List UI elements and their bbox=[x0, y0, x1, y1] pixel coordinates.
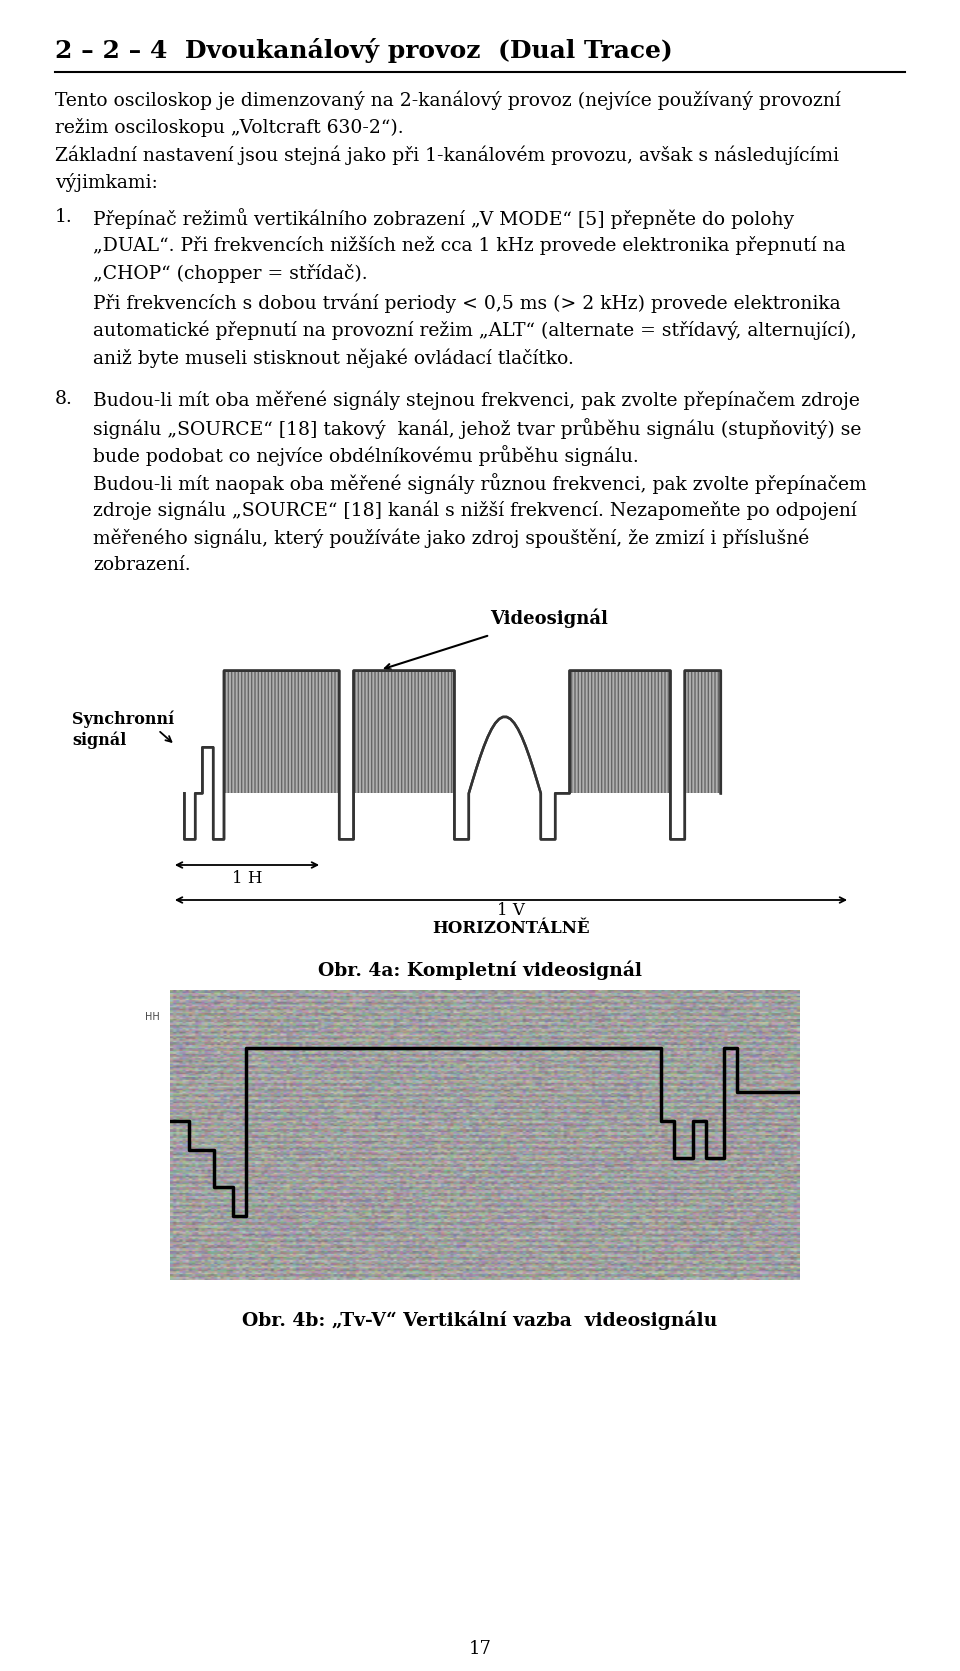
Text: bude podobat co nejvíce obdélníkovému průběhu signálu.: bude podobat co nejvíce obdélníkovému pr… bbox=[93, 444, 638, 466]
Text: 1.: 1. bbox=[55, 209, 73, 226]
Text: Budou-li mít oba měřené signály stejnou frekvenci, pak zvolte přepínačem zdroje: Budou-li mít oba měřené signály stejnou … bbox=[93, 389, 860, 409]
Text: 8.: 8. bbox=[55, 389, 73, 408]
Text: Obr. 4a: Kompletní videosignál: Obr. 4a: Kompletní videosignál bbox=[318, 961, 642, 979]
Text: režim osciloskopu „Voltcraft 630-2“).: režim osciloskopu „Voltcraft 630-2“). bbox=[55, 117, 403, 137]
Text: signálu „SOURCE“ [18] takový  kanál, jehož tvar průběhu signálu (stupňovitý) se: signálu „SOURCE“ [18] takový kanál, jeho… bbox=[93, 418, 861, 438]
Text: 1 H: 1 H bbox=[231, 871, 262, 887]
Bar bbox=[569, 670, 670, 794]
Bar bbox=[684, 670, 721, 794]
Bar bbox=[224, 670, 339, 794]
Text: „CHOP“ (chopper = střídač).: „CHOP“ (chopper = střídač). bbox=[93, 264, 368, 282]
Text: Videosignál: Videosignál bbox=[490, 608, 608, 628]
Text: Přepínač režimů vertikálního zobrazení „V MODE“ [5] přepněte do polohy: Přepínač režimů vertikálního zobrazení „… bbox=[93, 209, 794, 229]
Text: HH: HH bbox=[145, 1013, 159, 1023]
Text: výjimkami:: výjimkami: bbox=[55, 172, 157, 192]
Text: zdroje signálu „SOURCE“ [18] kanál s nižší frekvencí. Nezapomeňte po odpojení: zdroje signálu „SOURCE“ [18] kanál s niž… bbox=[93, 500, 856, 520]
Text: HORIZONTÁLNĚ: HORIZONTÁLNĚ bbox=[432, 921, 589, 937]
Text: Tento osciloskop je dimenzovaný na 2-kanálový provoz (nejvíce používaný provozní: Tento osciloskop je dimenzovaný na 2-kan… bbox=[55, 90, 841, 110]
Text: automatické přepnutí na provozní režim „ALT“ (alternate = střídavý, alternující): automatické přepnutí na provozní režim „… bbox=[93, 321, 857, 341]
Text: 2 – 2 – 4  Dvoukanálový provoz  (Dual Trace): 2 – 2 – 4 Dvoukanálový provoz (Dual Trac… bbox=[55, 38, 673, 63]
Text: 1 V: 1 V bbox=[497, 902, 525, 919]
Text: Obr. 4b: „Tv-V“ Vertikální vazba  videosignálu: Obr. 4b: „Tv-V“ Vertikální vazba videosi… bbox=[242, 1310, 718, 1330]
Text: Budou-li mít naopak oba měřené signály různou frekvenci, pak zvolte přepínačem: Budou-li mít naopak oba měřené signály r… bbox=[93, 473, 867, 493]
Text: aniž byte museli stisknout nějaké ovládací tlačítko.: aniž byte museli stisknout nějaké ovláda… bbox=[93, 348, 574, 368]
Text: měřeného signálu, který používáte jako zdroj spouštění, že zmizí i příslušné: měřeného signálu, který používáte jako z… bbox=[93, 528, 809, 548]
Text: Základní nastavení jsou stejná jako při 1-kanálovém provozu, avšak s následující: Základní nastavení jsou stejná jako při … bbox=[55, 145, 839, 165]
Bar bbox=[353, 670, 454, 794]
Text: zobrazení.: zobrazení. bbox=[93, 555, 191, 573]
Text: 17: 17 bbox=[468, 1639, 492, 1658]
Text: „DUAL“. Při frekvencích nižších než cca 1 kHz provede elektronika přepnutí na: „DUAL“. Při frekvencích nižších než cca … bbox=[93, 236, 846, 256]
Text: Synchronní
signál: Synchronní signál bbox=[72, 710, 174, 749]
Text: Při frekvencích s dobou trvání periody < 0,5 ms (> 2 kHz) provede elektronika: Při frekvencích s dobou trvání periody <… bbox=[93, 292, 841, 312]
